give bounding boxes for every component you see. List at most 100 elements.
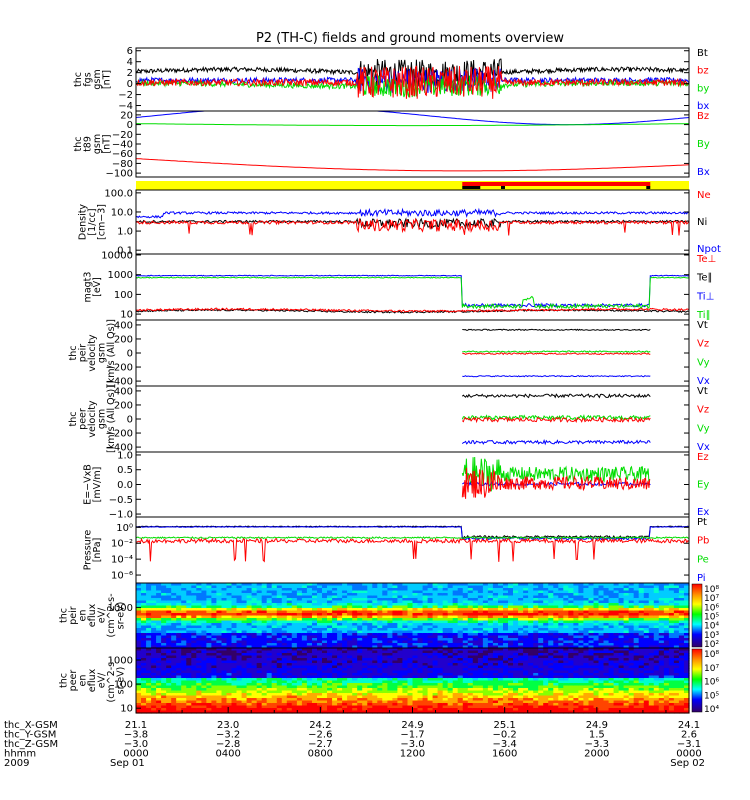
spectrogram-cell [482, 700, 489, 704]
spectrogram-cell [301, 658, 308, 662]
spectrogram-cell [618, 625, 625, 629]
spectrogram-cell [402, 625, 408, 629]
spectrogram-cell [372, 615, 378, 619]
spectrogram-cell [276, 665, 283, 669]
spectrogram-cell [648, 640, 655, 644]
spectrogram-cell [226, 618, 233, 622]
ytick-label-fgs_gsm-1: 4 [127, 57, 133, 68]
spectrogram-cell [191, 615, 197, 619]
spectrogram-cell [477, 655, 484, 659]
spectrogram-cell [317, 673, 323, 677]
spectrogram-cell [422, 668, 429, 672]
spectrogram-cell [186, 698, 192, 702]
spectrogram-cell [186, 600, 192, 604]
spectrogram-cell [427, 588, 434, 592]
spectrogram-cell [181, 650, 187, 654]
spectrogram-cell [407, 673, 414, 677]
spectrogram-cell [317, 590, 323, 594]
legend-fgs_gsm-0: Bt [697, 48, 708, 59]
spectrogram-cell [296, 653, 303, 657]
spectrogram-cell [558, 608, 564, 612]
spectrogram-cell [462, 698, 469, 702]
spectrogram-cell [543, 608, 549, 612]
spectrogram-cell [618, 620, 625, 624]
spectrogram-cell [437, 588, 444, 592]
spectrogram-cell [377, 703, 383, 707]
spectrogram-cell [211, 600, 217, 604]
spectrogram-cell [467, 593, 474, 597]
spectrogram-cell [653, 633, 660, 637]
spectrogram-cell [377, 585, 383, 589]
spectrogram-cell [231, 598, 238, 602]
spectrogram-cell [327, 585, 333, 589]
spectrogram-cell [367, 633, 373, 637]
spectrogram-cell [412, 593, 419, 597]
spectrogram-cell [668, 613, 675, 617]
spectrogram-cell [231, 653, 238, 657]
spectrogram-cell [136, 688, 142, 692]
spectrogram-cell [246, 620, 253, 624]
spectrogram-cell [246, 610, 253, 614]
spectrogram-cell [151, 583, 157, 587]
spectrogram-cell [236, 683, 243, 687]
spectrogram-cell [246, 595, 253, 599]
spectrogram-cell [653, 598, 660, 602]
spectrogram-cell [492, 628, 499, 632]
spectrogram-cell [533, 620, 539, 624]
legend-fgs_gsm-2: by [697, 83, 709, 94]
spectrogram-cell [171, 608, 177, 612]
spectrogram-cell [528, 630, 534, 634]
spectrogram-cell [392, 710, 398, 714]
spectrogram-cell [508, 623, 514, 627]
spectrogram-cell [412, 710, 419, 714]
spectrogram-cell [166, 670, 172, 674]
spectrogram-cell [442, 663, 449, 667]
spectrogram-cell [417, 633, 424, 637]
spectrogram-cell [407, 650, 414, 654]
spectrogram-cell [211, 615, 217, 619]
spectrogram-cell [457, 673, 464, 677]
spectrogram-cell [427, 608, 434, 612]
spectrogram-cell [236, 608, 243, 612]
spectrogram-cell [352, 613, 358, 617]
spectrogram-cell [447, 685, 454, 689]
mode-bar-slow [136, 181, 689, 190]
spectrogram-cell [332, 668, 338, 672]
spectrogram-cell [211, 645, 217, 649]
spectrogram-cell [377, 595, 383, 599]
spectrogram-cell [588, 633, 595, 637]
spectrogram-cell [477, 588, 484, 592]
spectrogram-cell [286, 633, 293, 637]
spectrogram-cell [337, 663, 343, 667]
spectrogram-cell [171, 653, 177, 657]
spectrogram-cell [558, 640, 564, 644]
spectrogram-cell [357, 628, 363, 632]
spectrogram-cell [286, 708, 293, 712]
spectrogram-cell [503, 588, 509, 592]
spectrogram-cell [206, 705, 212, 709]
spectrogram-cell [221, 618, 228, 622]
spectrogram-cell [146, 690, 152, 694]
spectrogram-cell [181, 643, 187, 647]
spectrogram-cell [281, 620, 288, 624]
spectrogram-cell [226, 645, 233, 649]
spectrogram-cell [553, 585, 559, 589]
spectrogram-cell [437, 663, 444, 667]
spectrogram-cell [171, 595, 177, 599]
spectrogram-cell [623, 615, 630, 619]
spectrogram-cell [518, 620, 524, 624]
spectrogram-cell [186, 615, 192, 619]
spectrogram-cell [251, 675, 258, 679]
spectrogram-cell [442, 635, 449, 639]
spectrogram-cell [291, 588, 298, 592]
spectrogram-cell [296, 620, 303, 624]
ytick-label-efield-0: 1.0 [117, 450, 133, 461]
spectrogram-cell [492, 605, 499, 609]
spectrogram-cell [382, 613, 388, 617]
spectrogram-cell [533, 638, 539, 642]
spectrogram-cell [548, 600, 554, 604]
spectrogram-cell [367, 645, 373, 649]
spectrogram-cell [136, 613, 142, 617]
spectrogram-cell [317, 690, 323, 694]
spectrogram-cell [291, 643, 298, 647]
